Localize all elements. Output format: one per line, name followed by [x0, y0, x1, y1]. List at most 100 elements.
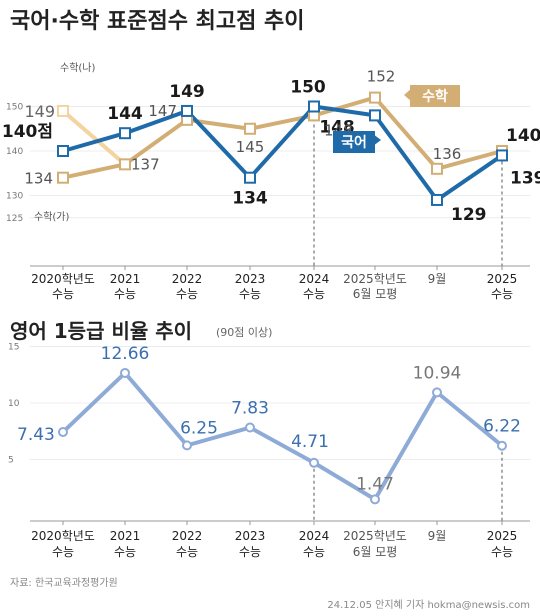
chart1-x-label-sub: 수능: [239, 287, 261, 301]
chart1-x-label: 2020학년도: [31, 272, 95, 286]
data-label-english: 7.83: [231, 399, 269, 419]
marker-english: [497, 440, 507, 451]
chart2-x-label: 2022: [172, 529, 203, 543]
marker-math: [244, 122, 256, 135]
chart1-y-tick-label: 150: [6, 103, 23, 113]
chart1-x-axis: 2020학년도수능2021수능2022수능2023수능2024수능2025학년도…: [31, 266, 517, 301]
chart2-x-label-sub: 수능: [114, 545, 136, 559]
data-label-english: 1.47: [356, 474, 394, 494]
chart2-x-label-sub: 수능: [491, 545, 513, 559]
chart2-title: 영어 1등급 비율 추이: [10, 319, 192, 343]
chart2-y-tick-label: 15: [8, 343, 19, 353]
marker-math: [369, 91, 381, 104]
chart1-x-label-sub: 수능: [491, 287, 513, 301]
marker-english: [120, 367, 130, 378]
chart2-x-label: 2025학년도: [343, 529, 407, 543]
chart2-x-label: 9월: [428, 529, 447, 543]
chart1-y-tick-label: 130: [6, 192, 23, 202]
marker-english: [58, 427, 68, 438]
chart2-x-label: 2021: [110, 529, 141, 543]
korean-tag-box: [333, 131, 375, 153]
marker-math: [119, 158, 131, 171]
data-label-korean: 150: [290, 78, 326, 98]
chart1-x-label: 2024: [299, 272, 330, 286]
series-line-english: [61, 370, 504, 502]
series-line-math: [62, 95, 503, 180]
chart1-x-label-sub: 수능: [114, 287, 136, 301]
chart1-x-label-sub: 6월 모평: [353, 287, 398, 301]
data-label-korean: 149: [169, 82, 205, 102]
marker-math-na: [57, 104, 69, 117]
data-label-korean: 139: [510, 168, 540, 188]
chart2-x-label-sub: 수능: [303, 545, 325, 559]
chart2-x-label: 2023: [235, 529, 266, 543]
marker-korean: [431, 193, 443, 206]
series-line-math-na: [61, 109, 127, 166]
chart1-x-label: 2025학년도: [343, 272, 407, 286]
marker-math: [57, 171, 69, 184]
chart2-x-label-sub: 6월 모평: [353, 545, 398, 559]
marker-korean: [496, 149, 508, 162]
chart2-x-label: 2025: [487, 529, 518, 543]
marker-english: [432, 387, 442, 398]
chart2-x-label-sub: 수능: [176, 545, 198, 559]
chart2-data-labels: 7.43 12.66 6.25 7.83 4.71 1.47 10.94 6.22: [17, 344, 521, 494]
data-label-math: 140: [506, 126, 540, 146]
data-label-math: 152: [367, 68, 396, 86]
legend-math-tag: 수학: [404, 85, 460, 107]
marker-english: [182, 440, 192, 451]
data-label-english: 10.94: [413, 363, 462, 383]
chart1-x-label: 2022: [172, 272, 203, 286]
chart2-markers: [58, 367, 507, 505]
marker-korean: [119, 127, 131, 140]
chart1-title: 국어·수학 표준점수 최고점 추이: [10, 9, 304, 34]
marker-korean: [308, 100, 320, 113]
chart2-y-tick-label: 5: [8, 456, 14, 466]
data-label-english: 4.71: [291, 432, 329, 452]
series-line-korean: [62, 104, 504, 202]
chart1-x-label: 2023: [235, 272, 266, 286]
legend-korean-tag: 국어: [333, 131, 381, 153]
chart1-y-tick-label: 140: [6, 147, 23, 157]
math-tag-box: [410, 85, 460, 107]
chart2-x-label: 2020학년도: [31, 529, 95, 543]
chart2-x-label: 2024: [299, 529, 330, 543]
marker-math: [431, 162, 443, 175]
chart1-y-tick-label: 125: [6, 214, 23, 224]
data-label-korean: 144: [107, 104, 143, 124]
annotation-math-ga: 수학(가): [34, 211, 70, 223]
chart2-y-tick-label: 10: [8, 399, 20, 409]
chart2-title-note: (90점 이상): [216, 326, 272, 339]
data-label-math: 136: [433, 145, 462, 163]
data-label-korean: 134: [232, 189, 268, 209]
data-label-math: 134: [24, 170, 53, 188]
chart1-x-label: 9월: [428, 272, 447, 286]
data-label-korean: 140점: [2, 122, 53, 142]
chart1-lines: [61, 95, 504, 202]
korean-tag-label: 국어: [341, 134, 367, 151]
annotation-math-na: 수학(나): [60, 62, 96, 74]
marker-korean: [244, 171, 256, 184]
marker-korean: [181, 104, 193, 117]
chart1-x-label: 2025: [487, 272, 518, 286]
chart1-x-label-sub: 수능: [303, 287, 325, 301]
marker-korean: [369, 109, 381, 122]
chart1-x-label-sub: 수능: [176, 287, 198, 301]
data-label-math: 137: [131, 155, 160, 173]
marker-english: [245, 422, 255, 433]
data-label-english: 7.43: [17, 425, 55, 445]
marker-korean: [57, 145, 69, 157]
data-label-math: 147: [148, 102, 177, 120]
chart1-x-label-sub: 수능: [52, 287, 74, 301]
credit-text: 24.12.05 안지혜 기자 hokma@newsis.com: [327, 599, 530, 611]
chart1-markers: [57, 91, 508, 206]
data-label-english: 12.66: [101, 344, 150, 364]
math-tag-label: 수학: [422, 89, 448, 105]
marker-english: [309, 457, 319, 468]
chart1-x-label: 2021: [110, 272, 141, 286]
chart2-x-label-sub: 수능: [52, 545, 74, 559]
data-label-english: 6.22: [483, 417, 521, 437]
chart1-data-labels: 140점144149134150148129139134137147145148…: [2, 68, 540, 225]
